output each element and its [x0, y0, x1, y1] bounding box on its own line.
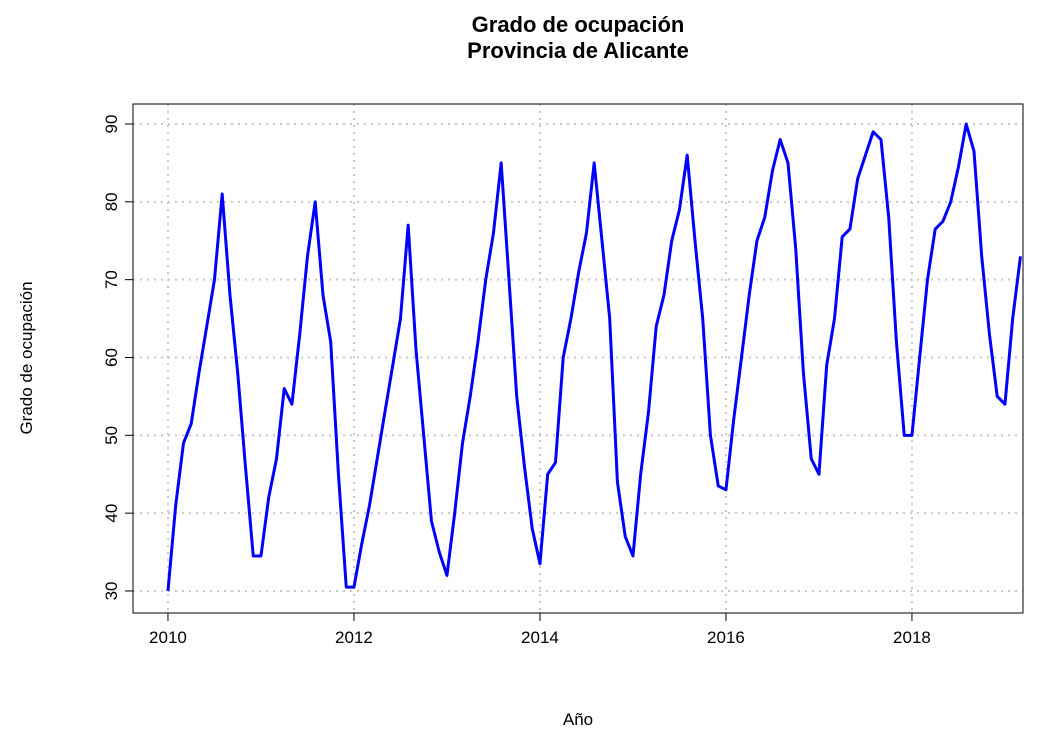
x-tick-label: 2018 — [893, 628, 931, 647]
plot-frame — [132, 103, 1024, 614]
y-tick-label: 50 — [102, 426, 121, 445]
y-tick-label: 40 — [102, 504, 121, 523]
x-tick-label: 2016 — [707, 628, 745, 647]
chart-subtitle: Provincia de Alicante — [467, 38, 689, 63]
y-tick-label: 80 — [102, 192, 121, 211]
x-axis-label: Año — [563, 710, 593, 729]
y-tick-label: 70 — [102, 270, 121, 289]
x-tick-label: 2012 — [335, 628, 373, 647]
y-tick-label: 30 — [102, 582, 121, 601]
x-tick-label: 2014 — [521, 628, 559, 647]
y-tick-label: 60 — [102, 348, 121, 367]
y-axis-label: Grado de ocupación — [17, 281, 36, 434]
chart-title: Grado de ocupación — [472, 12, 685, 37]
x-tick-label: 2010 — [149, 628, 187, 647]
y-tick-label: 90 — [102, 115, 121, 134]
line — [166, 122, 1022, 592]
